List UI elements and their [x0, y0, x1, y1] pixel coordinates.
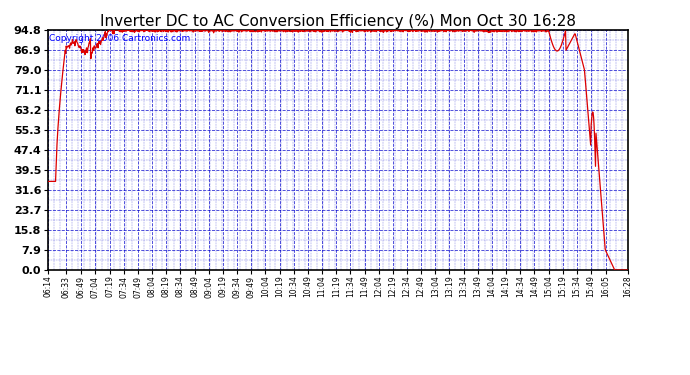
Text: Copyright 2006 Cartronics.com: Copyright 2006 Cartronics.com	[50, 34, 190, 43]
Title: Inverter DC to AC Conversion Efficiency (%) Mon Oct 30 16:28: Inverter DC to AC Conversion Efficiency …	[100, 14, 576, 29]
